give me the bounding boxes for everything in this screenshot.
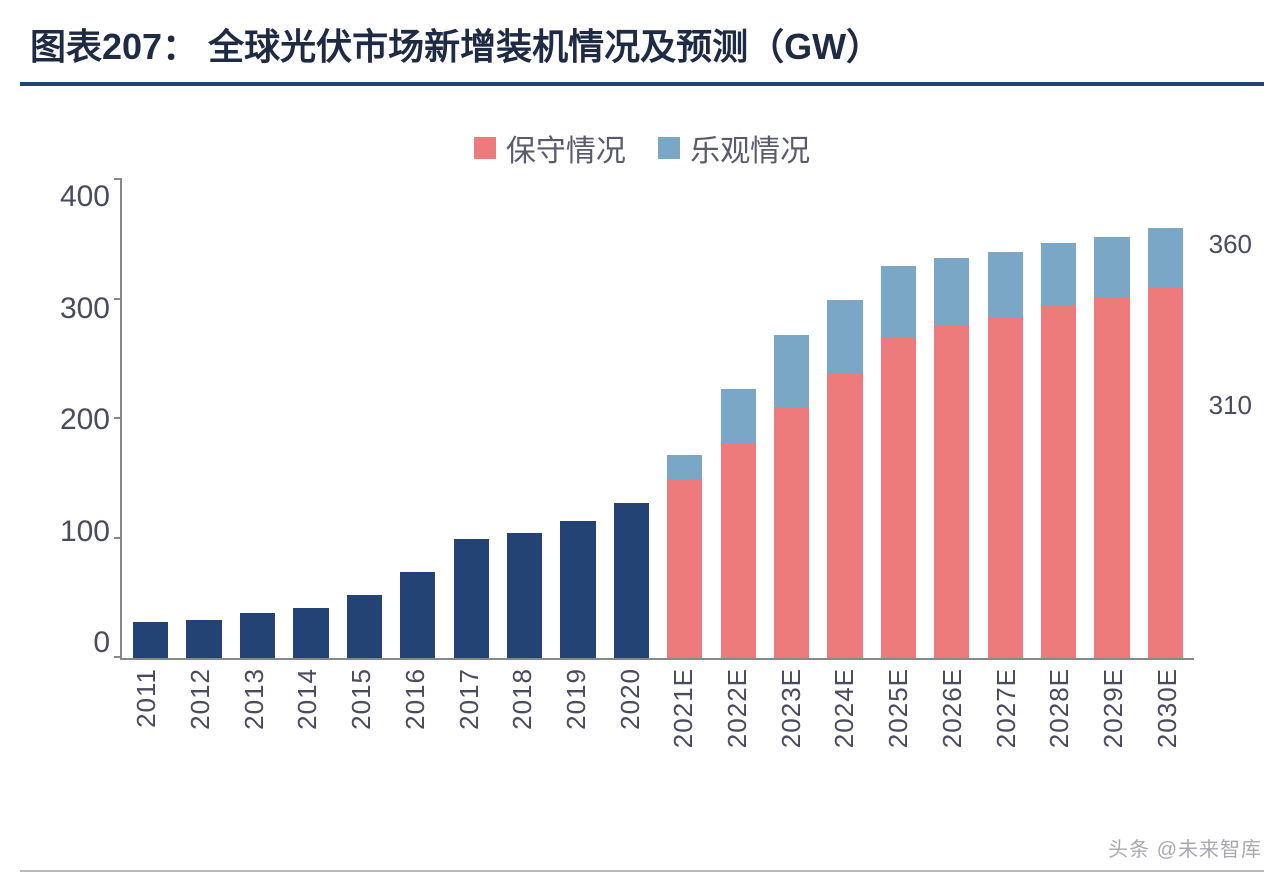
- legend-item-conservative: 保守情况: [474, 126, 626, 170]
- x-tick-label: 2023E: [764, 660, 818, 740]
- bar-segment-optimistic: [934, 258, 969, 326]
- x-tick-label: 2028E: [1033, 660, 1087, 740]
- bar-column: [605, 180, 658, 658]
- y-tick-label: 0: [93, 626, 110, 660]
- plot-area: 360310: [120, 180, 1194, 660]
- bar-segment-optimistic: [827, 300, 862, 374]
- bar-column: [338, 180, 391, 658]
- x-tick-label: 2012: [174, 660, 228, 740]
- x-tick-label: 2025E: [872, 660, 926, 740]
- bar-column: [284, 180, 337, 658]
- bar-column: [872, 180, 925, 658]
- bar-segment-historical: [347, 595, 382, 658]
- watermark: 头条 @未来智库: [1108, 833, 1262, 862]
- bar-segment-optimistic: [988, 252, 1023, 318]
- y-tick-label: 300: [60, 292, 110, 326]
- bar-column: [124, 180, 177, 658]
- bar-segment-historical: [186, 620, 221, 658]
- x-axis-labels: 2011201220132014201520162017201820192020…: [120, 660, 1194, 740]
- x-tick-label: 2018: [496, 660, 550, 740]
- bar-column: [1139, 180, 1192, 658]
- bar-segment-optimistic: [721, 389, 756, 443]
- bar-column: [711, 180, 764, 658]
- bar-segment-conservative: [934, 326, 969, 658]
- bar-segment-historical: [133, 622, 168, 658]
- bar-segment-optimistic: [1094, 237, 1129, 297]
- legend-label-conservative: 保守情况: [506, 126, 626, 170]
- chart-title: 图表207： 全球光伏市场新增装机情况及预测（GW）: [0, 0, 1284, 82]
- x-tick-label: 2029E: [1087, 660, 1141, 740]
- bar-segment-optimistic: [774, 335, 809, 407]
- bars-container: [122, 180, 1194, 658]
- bar-column: [818, 180, 871, 658]
- bar-column: [498, 180, 551, 658]
- bar-segment-historical: [454, 539, 489, 659]
- footer-rule: [20, 870, 1264, 872]
- x-tick-label: 2027E: [979, 660, 1033, 740]
- legend: 保守情况 乐观情况: [0, 96, 1284, 180]
- bar-segment-optimistic: [1148, 228, 1183, 288]
- x-tick-label: 2030E: [1140, 660, 1194, 740]
- bar-segment-historical: [240, 613, 275, 658]
- bar-column: [979, 180, 1032, 658]
- bar-column: [177, 180, 230, 658]
- x-tick-label: 2011: [120, 660, 174, 740]
- bar-column: [925, 180, 978, 658]
- bar-segment-optimistic: [1041, 243, 1076, 305]
- bar-segment-conservative: [988, 317, 1023, 658]
- bar-segment-conservative: [1041, 305, 1076, 658]
- x-tick-label: 2015: [335, 660, 389, 740]
- data-label: 360: [1209, 229, 1252, 260]
- bar-segment-conservative: [827, 374, 862, 658]
- bar-segment-historical: [560, 521, 595, 658]
- bar-column: [391, 180, 444, 658]
- data-label: 310: [1209, 390, 1252, 421]
- x-tick-label: 2014: [281, 660, 335, 740]
- x-tick-label: 2019: [550, 660, 604, 740]
- bar-column: [1032, 180, 1085, 658]
- y-tick-label: 200: [60, 403, 110, 437]
- y-tick-mark: [114, 178, 122, 180]
- x-tick-label: 2016: [389, 660, 443, 740]
- x-tick-label: 2017: [442, 660, 496, 740]
- x-tick-label: 2024E: [818, 660, 872, 740]
- bar-segment-conservative: [774, 407, 809, 658]
- title-underline: [20, 82, 1264, 86]
- bar-segment-conservative: [1094, 297, 1129, 658]
- bar-column: [231, 180, 284, 658]
- y-tick-label: 100: [60, 515, 110, 549]
- x-tick-label: 2020: [603, 660, 657, 740]
- bar-column: [1085, 180, 1138, 658]
- bar-segment-historical: [614, 503, 649, 658]
- bar-column: [658, 180, 711, 658]
- y-tick-marks: [114, 180, 122, 658]
- bar-segment-optimistic: [667, 455, 702, 479]
- bar-segment-conservative: [881, 338, 916, 658]
- legend-swatch-conservative: [474, 137, 496, 159]
- bar-segment-optimistic: [881, 266, 916, 338]
- bar-column: [551, 180, 604, 658]
- chart-area: 4003002001000 360310 2011201220132014201…: [120, 180, 1254, 740]
- y-axis-labels: 400 300 200 100 0: [10, 180, 110, 660]
- bar-column: [444, 180, 497, 658]
- bar-segment-historical: [293, 608, 328, 658]
- legend-swatch-optimistic: [658, 137, 680, 159]
- bar-column: [765, 180, 818, 658]
- bar-segment-conservative: [1148, 288, 1183, 658]
- y-tick-label: 400: [60, 180, 110, 214]
- bar-segment-conservative: [721, 443, 756, 658]
- x-tick-label: 2021E: [657, 660, 711, 740]
- x-tick-label: 2026E: [926, 660, 980, 740]
- bar-segment-historical: [400, 572, 435, 658]
- legend-item-optimistic: 乐观情况: [658, 126, 810, 170]
- bar-segment-historical: [507, 533, 542, 658]
- x-tick-label: 2022E: [711, 660, 765, 740]
- bar-segment-conservative: [667, 479, 702, 658]
- legend-label-optimistic: 乐观情况: [690, 126, 810, 170]
- y-tick-mark: [114, 417, 122, 419]
- x-tick-label: 2013: [227, 660, 281, 740]
- y-tick-mark: [114, 537, 122, 539]
- y-tick-mark: [114, 656, 122, 658]
- y-tick-mark: [114, 298, 122, 300]
